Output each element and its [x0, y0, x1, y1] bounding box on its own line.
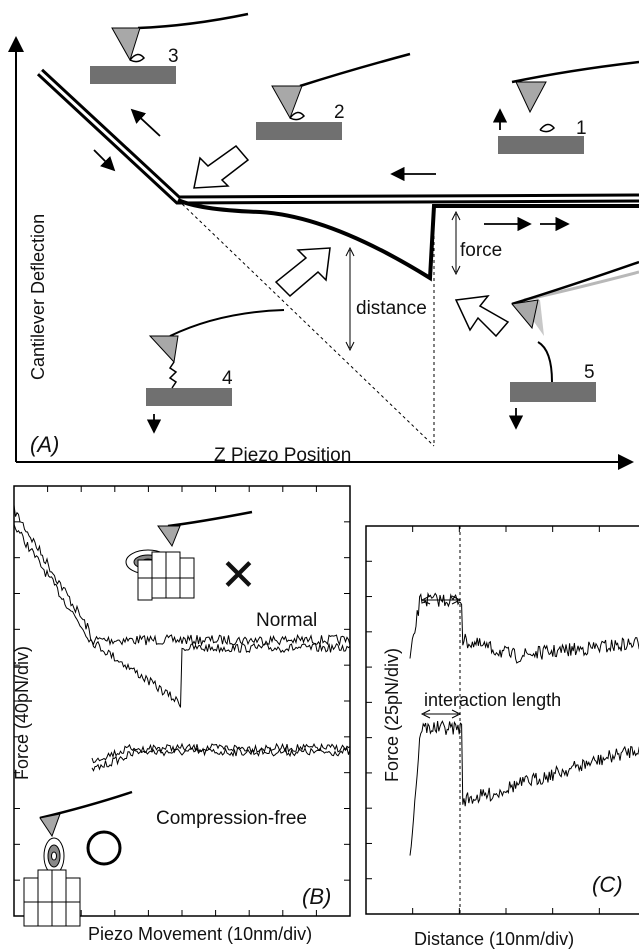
compression-free-trace-1: [91, 743, 351, 764]
tip-4: [148, 335, 179, 364]
normal-label: Normal: [256, 610, 317, 631]
substrate-3: [90, 66, 176, 84]
panel-b-ticks: [14, 486, 350, 916]
substrate-5: [510, 382, 596, 402]
compression-free-trace-2: [91, 742, 351, 772]
step-2-illustration: 2: [256, 52, 411, 140]
panel-c-ticks: [366, 526, 600, 914]
panel-c-xlabel: Distance (10nm/div): [414, 929, 574, 949]
panel-c-ylabel: Force (25pN/div): [382, 648, 402, 782]
step-3-illustration: 3: [90, 12, 249, 84]
panel-b-xlabel: Piezo Movement (10nm/div): [88, 924, 312, 944]
panel-a: force distance 3 2: [8, 12, 639, 470]
tip-5: [511, 299, 539, 330]
step-4-illustration: 4: [146, 309, 285, 434]
distance-label: distance: [356, 298, 427, 319]
hollow-arrow-up-right: [274, 247, 331, 298]
force-trace-top: [409, 591, 639, 664]
tip-3: [111, 27, 141, 62]
circle-mark: [86, 830, 122, 866]
substrate-2: [256, 122, 342, 140]
panel-b-ylabel: Force (40pN/div): [12, 646, 32, 780]
panel-c: interaction length (C) Force (25pN/div) …: [365, 525, 639, 949]
tip-1: [515, 81, 547, 114]
normal-retract-trace: [13, 524, 351, 708]
protein-stack-compression-free: [23, 790, 133, 927]
panel-b-frame: [13, 485, 351, 917]
panel-a-label: (A): [30, 432, 59, 457]
hollow-arrow-left: [454, 295, 510, 338]
retract-curve: [177, 198, 639, 282]
panel-b: ✕ Normal Compression-free (B) Force (40p…: [12, 485, 351, 944]
step-3-number: 3: [168, 46, 179, 67]
protein-stack-normal: [125, 510, 253, 601]
cross-mark: ✕: [220, 551, 257, 600]
step-5-illustration: 5: [508, 260, 639, 430]
force-label: force: [460, 240, 502, 261]
compression-free-label: Compression-free: [156, 808, 307, 829]
panel-c-frame: [365, 525, 639, 915]
hollow-arrow-to-corner: [193, 144, 250, 189]
normal-approach-trace: [13, 504, 351, 647]
panel-a-ylabel: Cantilever Deflection: [28, 214, 48, 380]
panel-a-xlabel: Z Piezo Position: [214, 445, 351, 466]
step-5-number: 5: [584, 362, 595, 383]
panel-b-label: (B): [302, 884, 331, 909]
step-2-number: 2: [334, 102, 345, 123]
tip-2: [271, 85, 303, 120]
step-1-number: 1: [576, 118, 587, 139]
panel-c-label: (C): [592, 872, 623, 897]
arrow-up-left: [130, 108, 161, 137]
force-trace-bottom: [409, 720, 639, 856]
substrate-4: [146, 388, 232, 406]
guide-dashed-diagonal: [177, 199, 435, 447]
substrate-1: [498, 136, 584, 154]
step-4-number: 4: [222, 368, 233, 389]
arrow-down-right: [93, 149, 116, 172]
step-1-illustration: 1: [492, 60, 639, 154]
interaction-length-label: interaction length: [424, 690, 561, 710]
